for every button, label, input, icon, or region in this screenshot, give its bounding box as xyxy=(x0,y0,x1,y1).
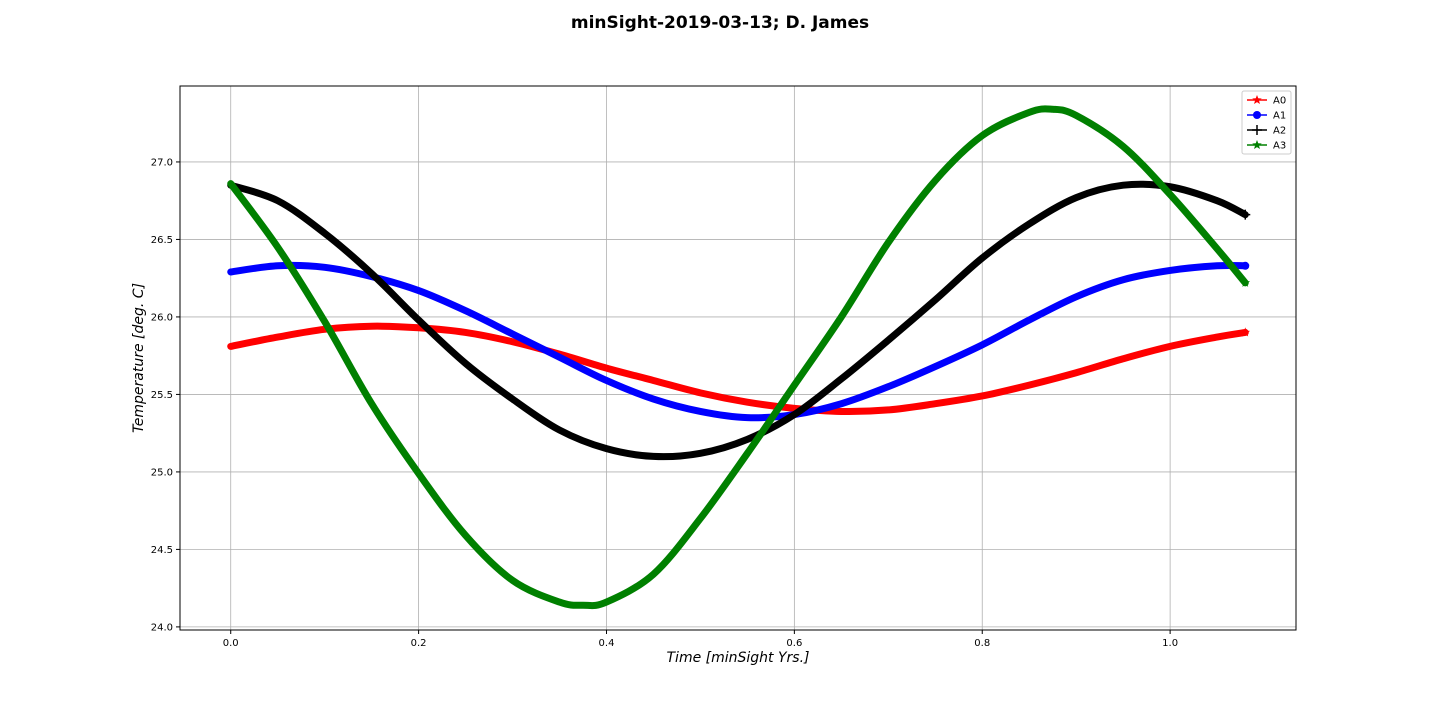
legend-marker xyxy=(1252,95,1262,105)
legend-marker xyxy=(1253,111,1261,119)
legend-entry: A1 xyxy=(1247,111,1286,122)
legend-entry: A3 xyxy=(1247,140,1286,152)
y-tick-label: 24.0 xyxy=(151,622,173,633)
series-line-a0 xyxy=(227,322,1249,416)
series-end-marker-a3 xyxy=(1240,277,1251,287)
legend-label: A3 xyxy=(1273,141,1286,152)
plot-area-frame xyxy=(179,85,1297,631)
legend-marker xyxy=(1252,140,1262,150)
legend-entry: A0 xyxy=(1247,95,1286,107)
x-tick-label: 0.2 xyxy=(411,638,427,649)
axis-ticks: 0.0 0.2 0.4 0.6 0.8 1.0 24.0 24.5 25.0 25.5 26.0 26… xyxy=(151,157,1178,649)
series-line-a3 xyxy=(227,105,1249,610)
legend-box xyxy=(1241,90,1292,155)
y-axis-label: Temperature [deg. C] xyxy=(131,283,147,433)
series-line-a2 xyxy=(227,180,1249,461)
x-tick-label: 0.8 xyxy=(974,638,990,649)
x-axis-label: Time [minSight Yrs.] xyxy=(667,650,810,666)
chart-title: minSight-2019-03-13; D. James xyxy=(571,13,869,33)
series-end-marker-a2 xyxy=(1240,209,1251,220)
legend-label: A1 xyxy=(1273,111,1286,122)
legend-marker xyxy=(1252,125,1262,135)
x-tick-label: 1.0 xyxy=(1162,638,1178,649)
series-lines xyxy=(227,105,1251,610)
y-tick-label: 25.0 xyxy=(151,467,173,478)
y-tick-label: 25.5 xyxy=(151,390,173,401)
y-tick-label: 26.5 xyxy=(151,235,173,246)
legend-label: A0 xyxy=(1273,96,1286,107)
legend: A0 A1 A2 A3 xyxy=(1241,90,1292,155)
series-end-marker-a1 xyxy=(1241,261,1250,270)
legend-entry: A2 xyxy=(1247,125,1286,137)
x-tick-label: 0.0 xyxy=(223,638,239,649)
y-tick-label: 26.0 xyxy=(151,312,173,323)
series-line-a1 xyxy=(227,261,1249,422)
y-tick-label: 27.0 xyxy=(151,157,173,168)
x-tick-label: 0.4 xyxy=(599,638,615,649)
legend-label: A2 xyxy=(1273,126,1286,137)
x-tick-label: 0.6 xyxy=(786,638,802,649)
y-tick-label: 24.5 xyxy=(151,545,173,556)
series-end-marker-a0 xyxy=(1240,327,1251,337)
